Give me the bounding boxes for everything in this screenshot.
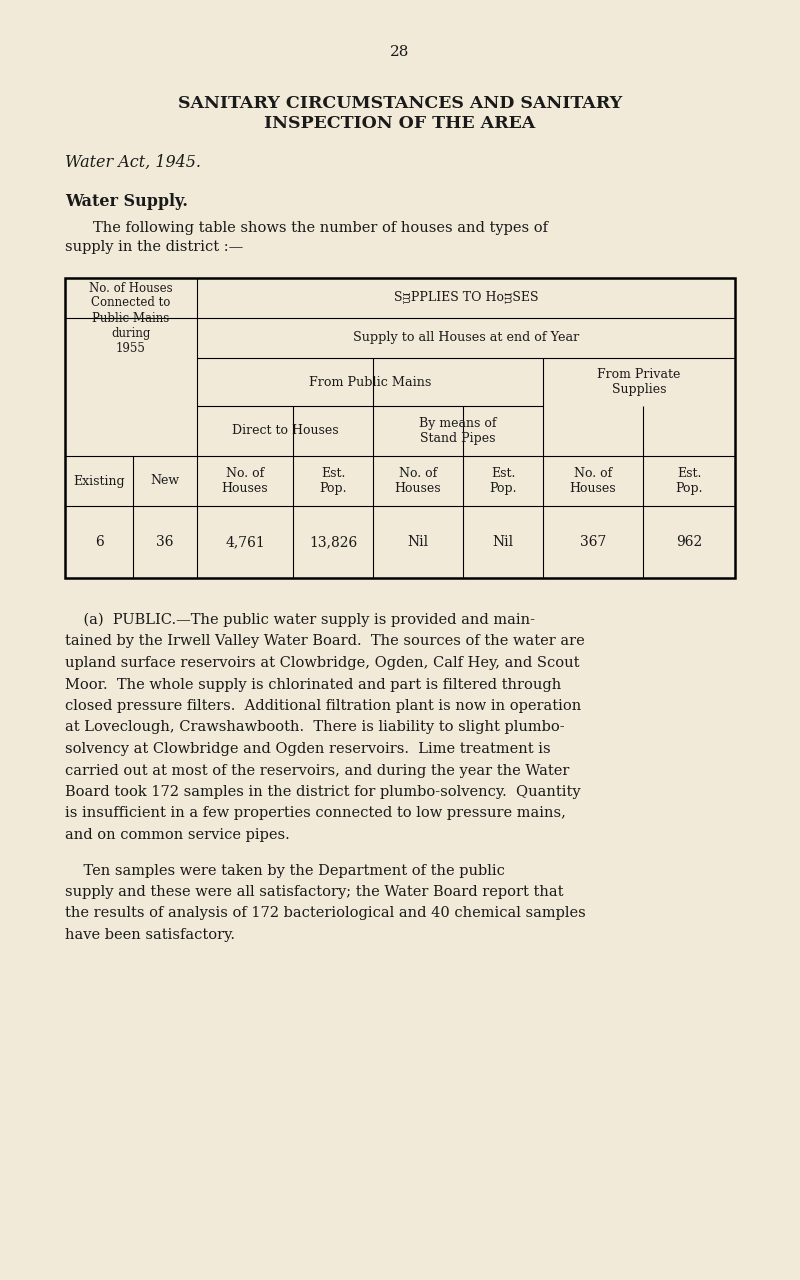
Text: have been satisfactory.: have been satisfactory. <box>65 928 235 942</box>
Text: From Private
Supplies: From Private Supplies <box>598 369 681 396</box>
Text: closed pressure filters.  Additional filtration plant is now in operation: closed pressure filters. Additional filt… <box>65 699 582 713</box>
Text: carried out at most of the reservoirs, and during the year the Water: carried out at most of the reservoirs, a… <box>65 763 570 777</box>
Text: upland surface reservoirs at Clowbridge, Ogden, Calf Hey, and Scout: upland surface reservoirs at Clowbridge,… <box>65 655 579 669</box>
Text: (a)  PUBLIC.—The public water supply is provided and main-: (a) PUBLIC.—The public water supply is p… <box>65 613 535 627</box>
Text: Nil: Nil <box>493 535 514 549</box>
Text: 367: 367 <box>580 535 606 549</box>
Text: Existing: Existing <box>73 475 125 488</box>
Text: Est.
Pop.: Est. Pop. <box>319 467 346 495</box>
Text: 4,761: 4,761 <box>225 535 265 549</box>
Text: SANITARY CIRCUMSTANCES AND SANITARY: SANITARY CIRCUMSTANCES AND SANITARY <box>178 95 622 111</box>
Text: Est.
Pop.: Est. Pop. <box>490 467 517 495</box>
Text: and on common service pipes.: and on common service pipes. <box>65 828 290 842</box>
Text: No. of
Houses: No. of Houses <box>570 467 616 495</box>
Text: No. of
Houses: No. of Houses <box>222 467 268 495</box>
Text: Water Act, 1945.: Water Act, 1945. <box>65 154 201 170</box>
Text: Moor.  The whole supply is chlorinated and part is filtered through: Moor. The whole supply is chlorinated an… <box>65 677 562 691</box>
Text: SᴟPPLIES TO HᴏᴟSES: SᴟPPLIES TO HᴏᴟSES <box>394 292 538 305</box>
Text: 36: 36 <box>156 535 174 549</box>
Text: Water Supply.: Water Supply. <box>65 192 188 210</box>
Text: From Public Mains: From Public Mains <box>309 375 431 389</box>
Text: Ten samples were taken by the Department of the public: Ten samples were taken by the Department… <box>65 864 505 878</box>
Text: The following table shows the number of houses and types of: The following table shows the number of … <box>93 221 548 236</box>
Text: supply and these were all satisfactory; the Water Board report that: supply and these were all satisfactory; … <box>65 884 563 899</box>
Text: Nil: Nil <box>407 535 429 549</box>
Text: solvency at Clowbridge and Ogden reservoirs.  Lime treatment is: solvency at Clowbridge and Ogden reservo… <box>65 742 550 756</box>
Text: No. of
Houses: No. of Houses <box>394 467 442 495</box>
Text: at Loveclough, Crawshawbooth.  There is liability to slight plumbo-: at Loveclough, Crawshawbooth. There is l… <box>65 721 565 735</box>
Text: INSPECTION OF THE AREA: INSPECTION OF THE AREA <box>264 115 536 133</box>
Text: tained by the Irwell Valley Water Board.  The sources of the water are: tained by the Irwell Valley Water Board.… <box>65 635 585 649</box>
Text: No. of Houses
Connected to
Public Mains
during
1955: No. of Houses Connected to Public Mains … <box>89 282 173 355</box>
Text: 28: 28 <box>390 45 410 59</box>
Text: is insufficient in a few properties connected to low pressure mains,: is insufficient in a few properties conn… <box>65 806 566 820</box>
Text: By means of
Stand Pipes: By means of Stand Pipes <box>419 417 497 445</box>
Text: the results of analysis of 172 bacteriological and 40 chemical samples: the results of analysis of 172 bacteriol… <box>65 906 586 920</box>
Text: 13,826: 13,826 <box>309 535 357 549</box>
Text: Est.
Pop.: Est. Pop. <box>675 467 702 495</box>
Bar <box>65 278 735 579</box>
Text: 6: 6 <box>94 535 103 549</box>
Text: New: New <box>150 475 179 488</box>
Text: Direct to Houses: Direct to Houses <box>232 425 338 438</box>
Text: supply in the district :—: supply in the district :— <box>65 241 243 253</box>
Text: Supply to all Houses at end of Year: Supply to all Houses at end of Year <box>353 332 579 344</box>
Text: Board took 172 samples in the district for plumbo-solvency.  Quantity: Board took 172 samples in the district f… <box>65 785 581 799</box>
Text: 962: 962 <box>676 535 702 549</box>
